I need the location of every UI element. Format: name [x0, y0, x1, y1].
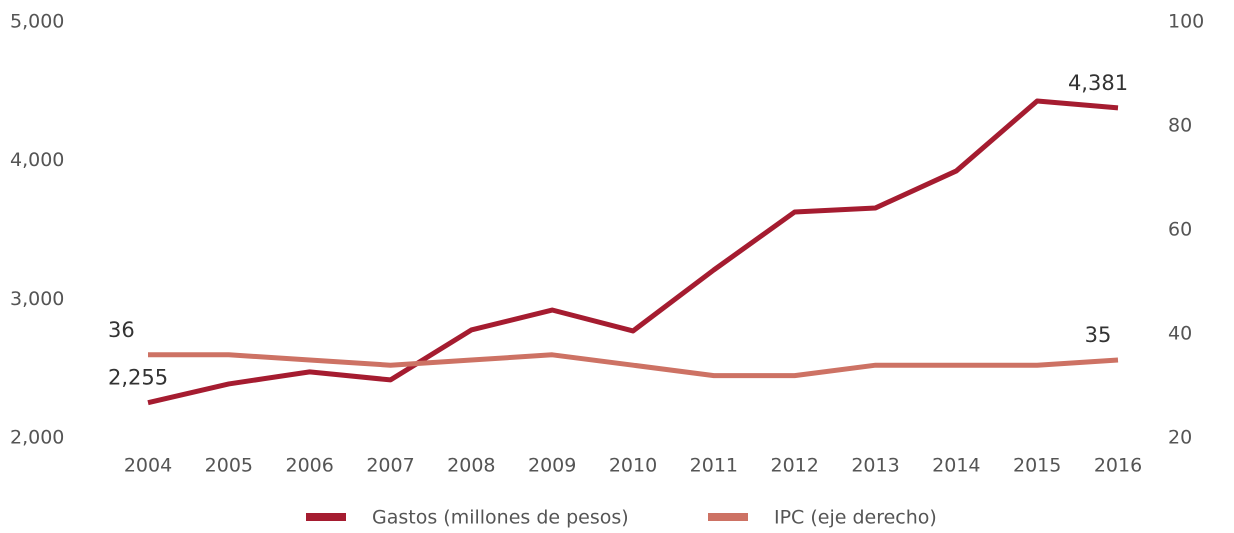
data-label: 36	[108, 318, 135, 342]
legend-swatch	[306, 513, 346, 521]
x-tick-label: 2009	[528, 455, 576, 477]
data-label: 2,255	[108, 366, 168, 390]
y-tick-label: 3,000	[10, 288, 64, 310]
x-tick-label: 2015	[1013, 455, 1061, 477]
y2-tick-label: 100	[1168, 11, 1204, 33]
x-tick-label: 2006	[285, 455, 333, 477]
line	[148, 352, 1119, 379]
y2-tick-label: 60	[1168, 219, 1192, 241]
legend-label: Gastos (millones de pesos)	[372, 507, 629, 529]
x-tick-label: 2011	[690, 455, 738, 477]
x-tick-label: 2014	[932, 455, 980, 477]
data-label: 4,381	[1068, 71, 1128, 95]
y-tick-label: 4,000	[10, 149, 64, 171]
x-tick-label: 2013	[851, 455, 899, 477]
x-tick-label: 2016	[1094, 455, 1142, 477]
x-tick-label: 2012	[770, 455, 818, 477]
y2-tick-label: 80	[1168, 115, 1192, 137]
data-label: 35	[1085, 323, 1112, 347]
x-tick-label: 2010	[609, 455, 657, 477]
y-tick-label: 2,000	[10, 427, 64, 449]
legend-label: IPC (eje derecho)	[774, 507, 937, 529]
x-tick-label: 2007	[366, 455, 414, 477]
y-tick-label: 5,000	[10, 11, 64, 33]
x-tick-label: 2005	[205, 455, 253, 477]
legend-swatch	[708, 513, 748, 521]
x-tick-label: 2008	[447, 455, 495, 477]
y2-tick-label: 40	[1168, 323, 1192, 345]
x-tick-label: 2004	[124, 455, 172, 477]
line	[147, 98, 1119, 406]
y2-tick-label: 20	[1168, 427, 1192, 449]
